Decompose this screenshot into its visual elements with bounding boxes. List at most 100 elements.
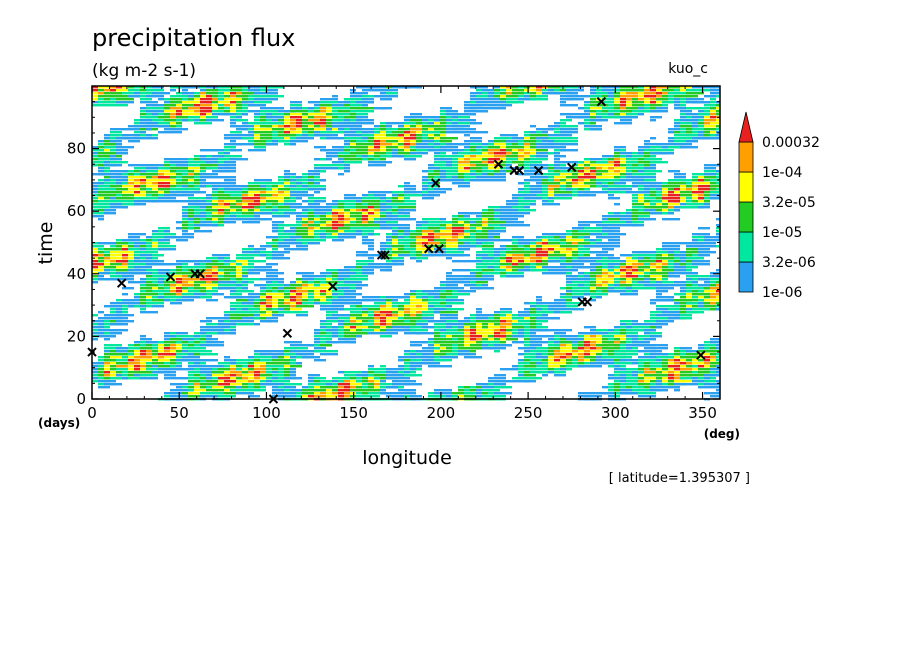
field-cell xyxy=(488,215,494,218)
field-cell xyxy=(512,146,518,149)
field-cell xyxy=(692,245,698,248)
field-cell xyxy=(686,251,692,254)
field-cell xyxy=(446,116,452,119)
field-cell xyxy=(200,164,218,167)
field-cell xyxy=(542,185,548,188)
field-cell xyxy=(596,221,602,224)
field-cell xyxy=(164,281,170,284)
field-cell xyxy=(716,290,720,293)
field-cell xyxy=(224,176,236,179)
field-cell xyxy=(398,203,416,206)
field-cell xyxy=(464,173,470,176)
field-cell xyxy=(128,299,134,302)
field-cell xyxy=(152,299,164,302)
field-cell xyxy=(446,149,452,152)
field-cell xyxy=(152,113,158,116)
field-cell xyxy=(620,179,638,182)
field-cell xyxy=(590,335,596,338)
field-cell xyxy=(218,212,224,215)
field-cell xyxy=(536,137,554,140)
field-cell xyxy=(224,161,236,164)
field-cell xyxy=(458,227,464,230)
field-cell xyxy=(482,314,488,317)
field-cell xyxy=(410,152,428,155)
field-cell xyxy=(698,227,710,230)
field-cell xyxy=(248,269,266,272)
field-cell xyxy=(152,200,164,203)
field-cell xyxy=(122,317,128,320)
field-cell xyxy=(464,221,470,224)
field-cell xyxy=(284,230,290,233)
field-cell xyxy=(230,281,236,284)
field-cell xyxy=(314,338,320,341)
field-cell xyxy=(566,113,584,116)
field-cell xyxy=(278,197,284,200)
field-cell xyxy=(434,308,440,311)
field-cell xyxy=(122,92,134,95)
field-cell xyxy=(194,170,200,173)
field-cell xyxy=(626,170,632,173)
field-cell xyxy=(602,245,620,248)
field-cell xyxy=(290,110,296,113)
field-cell xyxy=(506,95,512,98)
field-cell xyxy=(494,140,500,143)
field-cell xyxy=(380,332,398,335)
field-cell xyxy=(110,197,116,200)
field-cell xyxy=(656,209,662,212)
field-cell xyxy=(704,113,710,116)
field-cell xyxy=(422,227,428,230)
field-cell xyxy=(560,131,578,134)
field-cell xyxy=(434,248,440,251)
field-cell xyxy=(182,230,188,233)
field-cell xyxy=(596,296,602,299)
field-cell xyxy=(356,221,362,224)
field-cell xyxy=(296,179,302,182)
field-cell xyxy=(140,197,158,200)
field-cell xyxy=(608,194,614,197)
field-cell xyxy=(224,134,230,137)
field-cell xyxy=(182,182,188,185)
field-cell xyxy=(554,134,560,137)
field-cell xyxy=(254,197,260,200)
field-cell xyxy=(92,215,98,218)
field-cell xyxy=(248,296,254,299)
field-cell xyxy=(122,206,128,209)
field-cell xyxy=(422,299,428,302)
field-cell xyxy=(212,260,218,263)
field-cell xyxy=(626,110,632,113)
field-cell xyxy=(644,209,656,212)
field-cell xyxy=(356,281,362,284)
field-cell xyxy=(368,134,374,137)
field-cell xyxy=(476,308,482,311)
field-cell xyxy=(440,173,446,176)
field-cell xyxy=(518,269,536,272)
field-cell xyxy=(272,257,290,260)
field-cell xyxy=(188,176,194,179)
field-cell xyxy=(632,275,638,278)
field-cell xyxy=(596,191,608,194)
field-cell xyxy=(710,341,716,344)
field-cell xyxy=(374,146,380,149)
field-cell xyxy=(182,338,194,341)
field-cell xyxy=(608,95,614,98)
field-cell xyxy=(236,131,242,134)
field-cell xyxy=(650,110,668,113)
precipitation-field xyxy=(92,86,720,401)
field-cell xyxy=(632,98,638,101)
field-cell xyxy=(152,167,158,170)
field-cell xyxy=(326,212,332,215)
field-cell xyxy=(506,143,512,146)
field-cell xyxy=(410,251,416,254)
field-cell xyxy=(98,95,104,98)
field-cell xyxy=(446,221,452,224)
field-cell xyxy=(242,284,248,287)
field-cell xyxy=(680,146,698,149)
field-cell xyxy=(446,326,452,329)
field-cell xyxy=(278,251,290,254)
field-cell xyxy=(206,272,212,275)
field-cell xyxy=(266,203,272,206)
field-cell xyxy=(536,149,548,152)
field-cell xyxy=(560,305,566,308)
field-cell xyxy=(242,203,248,206)
field-cell xyxy=(152,239,158,242)
